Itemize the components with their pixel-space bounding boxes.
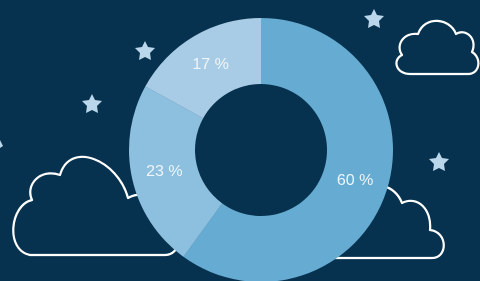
value-label: 17 %	[192, 56, 228, 73]
value-label: 60 %	[337, 172, 373, 189]
value-label: 23 %	[146, 163, 182, 180]
chart: 60 % 23 % 17 %	[0, 0, 480, 281]
